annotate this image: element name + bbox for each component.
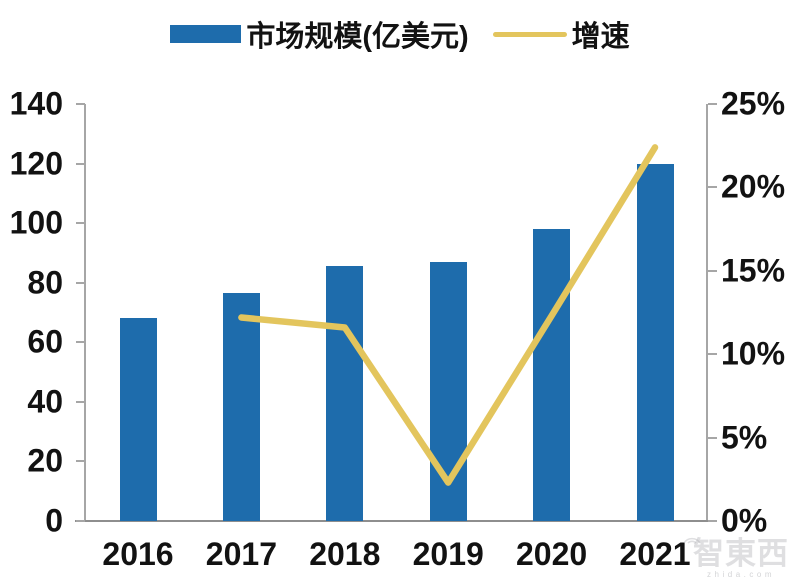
watermark-domain: zhida.com <box>707 570 775 579</box>
right-axis-label: 25% <box>721 85 786 122</box>
legend-item-growth: 增速 <box>492 13 630 55</box>
bar <box>533 229 571 521</box>
watermark-signal-icon <box>683 537 701 544</box>
legend-bar-swatch <box>170 25 242 43</box>
x-axis-label: 2020 <box>516 536 588 572</box>
x-axis-label: 2019 <box>412 536 484 572</box>
right-axis-tick <box>708 520 717 522</box>
x-axis-baseline <box>75 520 714 522</box>
right-axis-tick <box>708 353 717 356</box>
left-axis-tick <box>76 341 85 344</box>
bar <box>222 293 260 521</box>
watermark-logo: 智東西 <box>683 536 797 571</box>
left-axis-tick <box>76 400 85 403</box>
watermark: 智東西 zhida.com <box>683 536 797 579</box>
bar <box>636 163 674 521</box>
left-axis-tick <box>76 103 85 105</box>
right-axis-label: 5% <box>721 418 768 455</box>
left-axis-tick <box>76 281 85 284</box>
left-axis-tick <box>76 520 85 522</box>
legend-label-growth: 增速 <box>571 21 630 53</box>
x-axis-label: 2021 <box>619 536 691 572</box>
right-axis-tick <box>708 103 717 105</box>
right-axis-tick <box>708 186 717 189</box>
legend: 市场规模(亿美元) 增速 <box>0 12 800 56</box>
x-axis-label: 2017 <box>205 536 277 572</box>
left-axis-label: 140 <box>9 85 63 122</box>
left-axis-label: 60 <box>27 323 63 360</box>
x-axis-label: 2018 <box>309 536 381 572</box>
bar <box>326 266 364 521</box>
x-axis-label: 2016 <box>102 536 174 572</box>
right-axis-tick <box>708 269 717 272</box>
left-axis-tick <box>76 460 85 463</box>
bar <box>119 318 157 521</box>
bar <box>429 261 467 521</box>
right-axis-label: 0% <box>721 502 768 539</box>
left-axis-label: 120 <box>9 144 63 181</box>
left-axis-label: 100 <box>9 204 63 241</box>
legend-label-market-size: 市场规模(亿美元) <box>246 21 469 53</box>
right-axis-label: 15% <box>721 252 786 289</box>
left-axis-tick <box>76 162 85 165</box>
right-axis-tick <box>708 436 717 439</box>
left-axis-label: 40 <box>27 383 63 420</box>
left-axis-label: 80 <box>27 264 63 301</box>
right-axis-label: 10% <box>721 335 786 372</box>
left-axis-label: 0 <box>45 502 63 539</box>
legend-item-market-size: 市场规模(亿美元) <box>170 13 469 55</box>
watermark-logo-text: 智東西 <box>693 536 789 571</box>
right-axis-label: 20% <box>721 168 786 205</box>
left-axis-label: 20 <box>27 442 63 479</box>
right-axis-line <box>706 104 708 521</box>
legend-line-swatch <box>492 31 567 37</box>
left-axis-tick <box>76 222 85 225</box>
left-axis-line <box>84 104 86 521</box>
